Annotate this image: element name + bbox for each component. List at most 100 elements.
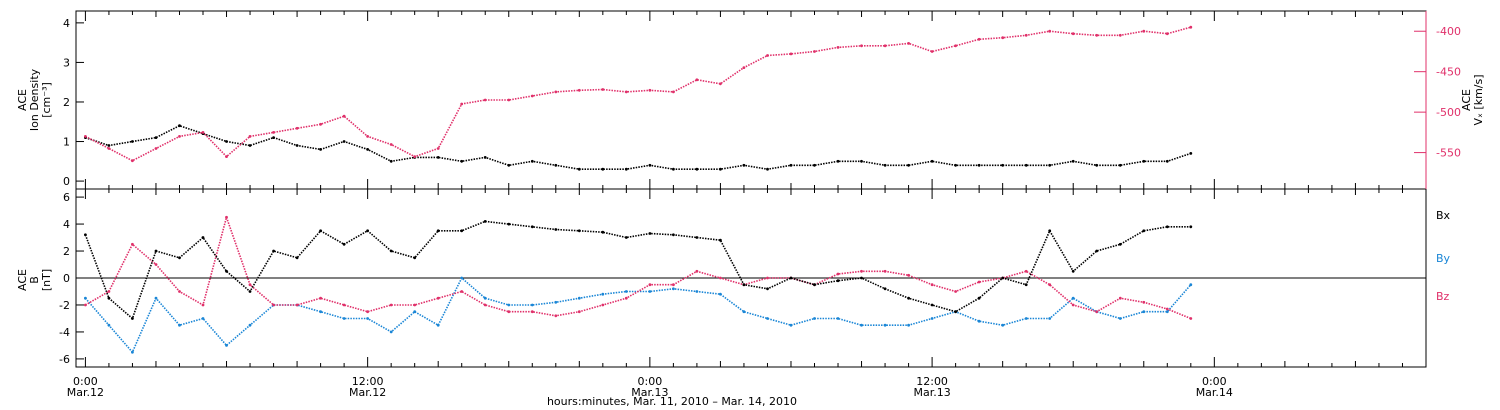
right-ylabel-line-1: ACE [1460,89,1473,111]
bx-point [295,256,299,260]
density-point [977,163,981,167]
density-point [1001,163,1005,167]
density-point [460,159,464,163]
top-ytick-label: 3 [63,56,70,69]
bx-point [554,228,558,231]
bz-point [766,276,769,280]
bz-point [907,273,910,277]
density-point [719,167,722,171]
vx-point [225,155,228,159]
bottom-ytick-label: -2 [59,299,70,312]
bz-point [84,303,87,307]
vx-point [84,135,87,138]
bz-point [530,310,534,314]
by-point [483,296,487,300]
vx-point [648,88,652,92]
vx-point [977,37,981,41]
top-ytick-label: 2 [63,96,70,109]
vx-point [1001,36,1005,40]
vx-point [507,98,511,102]
bz-point [295,303,299,307]
vx-point [930,50,934,53]
vx-point [789,52,793,56]
by-point [648,290,652,293]
bx-point [460,229,464,233]
bz-point [883,269,887,273]
vx-point [813,50,816,53]
by-point [107,323,111,327]
bz-point [389,303,393,307]
by-point [695,290,699,293]
by-point [719,292,722,296]
density-point [624,167,628,171]
bz-point [248,283,252,287]
bx-point [319,229,322,233]
bz-point [1189,317,1193,320]
bottom-ytick-label: 2 [63,245,70,258]
top-ylabel-line-2: Ion Density [28,68,41,131]
right-ytick-label: -550 [1436,147,1461,160]
by-point [389,330,393,334]
right-ytick-label: -500 [1436,106,1461,119]
density-point [1048,163,1052,167]
top-panel-frame [75,10,1427,190]
vx-point [883,44,887,48]
bx-point [272,249,275,253]
bottom-ytick-label: 4 [63,218,70,231]
density-point [154,136,158,140]
bx-point [601,230,605,234]
bz-point [836,272,840,276]
vx-point [460,102,464,106]
bx-trace [84,220,1191,320]
bx-point [107,296,111,300]
density-point [789,163,793,167]
by-point [860,323,863,327]
bz-point [554,314,558,318]
top-ytick-label: 1 [63,136,70,149]
bx-point [577,229,581,233]
by-point [813,317,816,320]
by-point [507,303,511,307]
x-tick-date: Mar.14 [1196,386,1233,399]
by-point [1118,317,1122,320]
legend-by: By [1436,252,1451,265]
vx-point [295,126,299,130]
bx-point [154,249,158,253]
legend-bx: Bx [1436,209,1451,222]
top-ytick-label: 0 [63,175,70,188]
bz-point [1118,296,1122,300]
bx-point [742,283,746,287]
vx-point [389,143,393,146]
bz-point [601,303,605,307]
density-point [883,163,887,167]
by-point [178,323,181,327]
bx-point [389,249,393,253]
x-tick-time: 0:00 [73,375,98,388]
top-ytick-label: 4 [63,17,70,30]
by-point [342,317,346,320]
bz-point [413,303,417,307]
bx-point [413,256,417,260]
vx-point [554,90,558,94]
density-trace [85,124,1192,171]
by-point [789,323,793,327]
density-point [248,144,252,147]
by-point [225,344,228,347]
by-point [460,276,464,280]
x-tick-date: Mar.12 [349,386,386,399]
density-point [954,163,957,167]
bx-point [366,229,369,233]
bottom-ytick-label: -4 [59,326,70,339]
top-right-ylabel: ACE Vₓ [km/s] [1460,74,1485,125]
by-point [766,317,769,320]
by-point [201,317,205,320]
by-point [977,319,981,323]
bz-point [860,269,863,273]
vx-point [836,46,840,49]
density-point [907,163,910,167]
by-point [836,317,840,320]
vx-point [107,147,111,150]
bz-point [507,310,511,314]
bx-point [766,287,769,291]
